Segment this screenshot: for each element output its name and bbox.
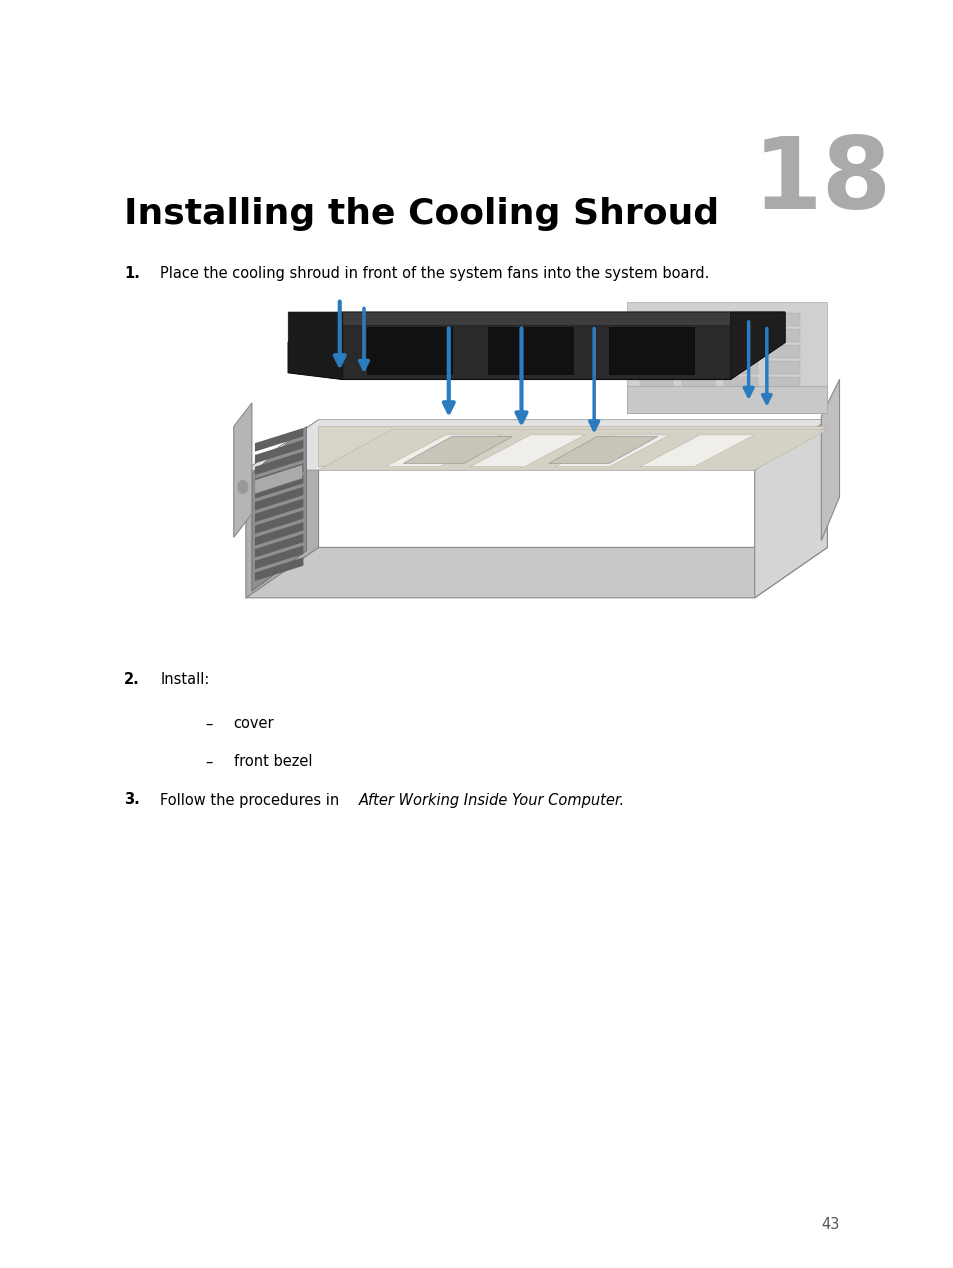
Polygon shape bbox=[723, 313, 757, 326]
Polygon shape bbox=[681, 361, 715, 374]
Polygon shape bbox=[252, 426, 306, 591]
Polygon shape bbox=[754, 420, 826, 597]
Text: –: – bbox=[205, 754, 213, 770]
Text: After Working Inside Your Computer.: After Working Inside Your Computer. bbox=[358, 792, 624, 808]
Polygon shape bbox=[254, 534, 303, 558]
Polygon shape bbox=[288, 312, 784, 379]
Polygon shape bbox=[723, 361, 757, 374]
Polygon shape bbox=[233, 285, 839, 621]
Text: front bezel: front bezel bbox=[233, 754, 312, 770]
Polygon shape bbox=[639, 393, 672, 406]
Text: Install:: Install: bbox=[160, 672, 210, 687]
Polygon shape bbox=[246, 420, 826, 470]
Polygon shape bbox=[367, 327, 452, 374]
Polygon shape bbox=[246, 548, 826, 597]
Polygon shape bbox=[403, 436, 512, 463]
Polygon shape bbox=[246, 420, 318, 597]
Polygon shape bbox=[639, 435, 754, 467]
Polygon shape bbox=[639, 361, 672, 374]
Polygon shape bbox=[766, 313, 800, 326]
Text: 3.: 3. bbox=[124, 792, 140, 808]
Polygon shape bbox=[233, 403, 252, 538]
Polygon shape bbox=[318, 426, 826, 467]
Polygon shape bbox=[681, 393, 715, 406]
Polygon shape bbox=[627, 385, 826, 413]
Polygon shape bbox=[821, 379, 839, 540]
Text: Follow the procedures in: Follow the procedures in bbox=[160, 792, 344, 808]
Polygon shape bbox=[766, 328, 800, 342]
Text: 2.: 2. bbox=[124, 672, 140, 687]
Polygon shape bbox=[254, 440, 303, 463]
Polygon shape bbox=[254, 545, 303, 569]
Polygon shape bbox=[254, 451, 303, 476]
Polygon shape bbox=[254, 463, 303, 487]
Polygon shape bbox=[681, 328, 715, 342]
Text: 1.: 1. bbox=[124, 266, 140, 281]
Polygon shape bbox=[766, 361, 800, 374]
Polygon shape bbox=[639, 345, 672, 358]
Polygon shape bbox=[609, 327, 694, 374]
Polygon shape bbox=[254, 558, 303, 581]
Circle shape bbox=[237, 481, 248, 493]
Polygon shape bbox=[627, 302, 826, 413]
Polygon shape bbox=[318, 430, 826, 470]
Polygon shape bbox=[254, 427, 303, 451]
Polygon shape bbox=[723, 345, 757, 358]
Text: 18: 18 bbox=[752, 133, 891, 230]
Polygon shape bbox=[254, 487, 303, 511]
Polygon shape bbox=[385, 435, 499, 467]
Polygon shape bbox=[548, 436, 657, 463]
Polygon shape bbox=[254, 465, 302, 493]
Polygon shape bbox=[681, 345, 715, 358]
Polygon shape bbox=[639, 313, 672, 326]
Text: Place the cooling shroud in front of the system fans into the system board.: Place the cooling shroud in front of the… bbox=[160, 266, 709, 281]
Polygon shape bbox=[254, 498, 303, 522]
Polygon shape bbox=[488, 327, 573, 374]
Polygon shape bbox=[470, 435, 584, 467]
Polygon shape bbox=[288, 312, 784, 326]
Text: cover: cover bbox=[233, 716, 274, 732]
Polygon shape bbox=[723, 378, 757, 391]
Polygon shape bbox=[766, 345, 800, 358]
Polygon shape bbox=[681, 378, 715, 391]
Text: Installing the Cooling Shroud: Installing the Cooling Shroud bbox=[124, 197, 719, 231]
Polygon shape bbox=[681, 313, 715, 326]
Polygon shape bbox=[254, 510, 303, 534]
Polygon shape bbox=[254, 476, 303, 498]
Polygon shape bbox=[766, 378, 800, 391]
Polygon shape bbox=[639, 378, 672, 391]
Polygon shape bbox=[723, 393, 757, 406]
Polygon shape bbox=[254, 522, 303, 545]
Polygon shape bbox=[766, 393, 800, 406]
Polygon shape bbox=[730, 312, 784, 379]
Polygon shape bbox=[723, 328, 757, 342]
Polygon shape bbox=[639, 328, 672, 342]
Text: –: – bbox=[205, 716, 213, 732]
Polygon shape bbox=[288, 312, 342, 379]
Text: 43: 43 bbox=[821, 1217, 839, 1232]
Polygon shape bbox=[555, 435, 669, 467]
